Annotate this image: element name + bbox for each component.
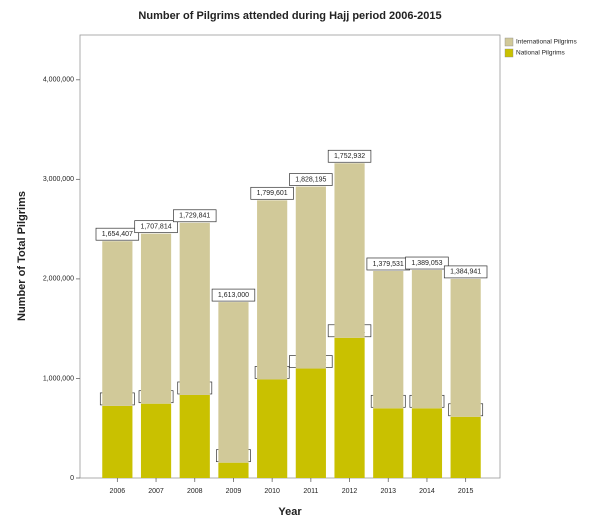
x-tick-label: 2013 [380,488,396,495]
value-label-box [289,173,333,186]
y-tick-label: 2,000,000 [43,276,74,283]
value-label: 1,384,941 [450,269,481,276]
value-label-box [405,256,449,270]
bar-segment [450,278,481,417]
bar-segment [102,405,133,478]
x-tick-label: 2006 [110,488,126,495]
bar-segment [179,222,210,395]
legend-label: National Pilgrims [516,50,566,57]
bar-segment [102,241,133,406]
x-axis-title: Year [278,506,302,518]
bar-segment [140,403,172,478]
bar-segment [450,416,481,478]
x-tick-label: 2010 [264,488,280,495]
bar-segment [295,186,326,369]
value-label: 1,799,601 [257,190,288,197]
bar-segment [218,462,249,478]
value-label: 1,389,053 [411,260,442,267]
value-label-box [250,186,294,200]
legend-swatch [504,37,514,47]
y-tick-label: 4,000,000 [43,77,74,84]
bar-segment [334,337,365,478]
bar-segment [218,302,249,463]
x-tick-label: 2012 [342,488,358,495]
legend-swatch [504,48,514,58]
bar-segment [179,394,210,478]
bar-segment [295,368,326,478]
value-label: 1,828,195 [295,176,326,183]
value-label: 1,707,814 [140,224,171,231]
value-label: 1,752,932 [334,153,365,160]
value-label: 1,729,841 [179,213,210,220]
value-label-box [173,209,217,223]
bar-segment [257,200,288,380]
plot-frame [79,34,501,479]
bar-segment [373,408,404,478]
bar-segment [411,408,443,478]
value-label-box [327,149,372,163]
value-label: 1,379,531 [373,261,404,268]
bar-segment [257,379,288,478]
value-label-box [443,265,488,279]
x-tick-label: 2008 [187,488,203,495]
bar-segment [334,163,365,338]
value-label: 1,654,407 [102,231,133,238]
x-tick-label: 2007 [148,488,164,495]
x-tick-label: 2009 [226,488,242,495]
value-label-box [134,220,178,234]
value-label-box [211,288,256,302]
bar-segment [411,270,443,409]
value-label-box [95,227,140,241]
y-axis-title: Number of Total Pilgrims [16,191,28,321]
y-tick-label: 3,000,000 [43,176,74,183]
x-tick-label: 2015 [458,488,474,495]
bar-segment [373,270,404,409]
x-tick-label: 2014 [419,488,435,495]
value-label: 1,613,000 [218,292,249,299]
legend-label: International Pilgrims [516,39,577,46]
y-tick-label: 0 [70,475,74,482]
bar-segment [140,233,172,404]
y-tick-label: 1,000,000 [43,375,74,382]
x-tick-label: 2011 [303,488,318,495]
chart-title: Number of Pilgrims attended during Hajj … [138,10,441,22]
